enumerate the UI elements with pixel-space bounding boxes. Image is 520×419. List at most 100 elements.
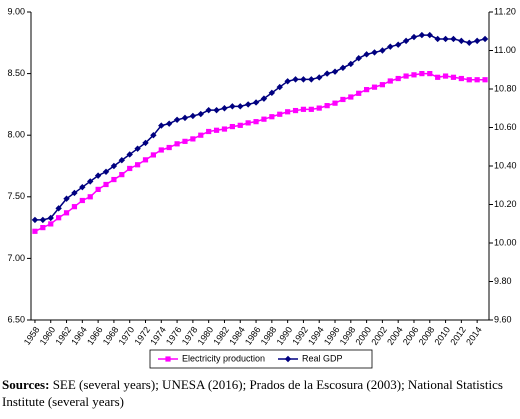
point	[410, 33, 418, 41]
x-tick-label: 1964	[69, 325, 89, 347]
y2-tick-label: 10.00	[494, 237, 517, 247]
point	[134, 145, 141, 152]
point	[340, 96, 346, 103]
point	[229, 123, 235, 130]
point	[458, 37, 465, 45]
point	[450, 35, 457, 43]
x-tick-label: 1992	[290, 325, 310, 347]
x-tick-label: 2014	[464, 325, 484, 347]
point	[56, 215, 62, 221]
legend-marker	[165, 356, 171, 362]
point	[300, 106, 307, 112]
y2-tick-label: 10.80	[494, 83, 517, 93]
point	[197, 110, 204, 118]
point	[71, 204, 78, 210]
legend-label: Real GDP	[302, 353, 343, 363]
point	[379, 82, 385, 88]
point	[71, 189, 78, 197]
point	[347, 60, 355, 68]
point	[402, 37, 410, 45]
x-tick-label: 1974	[148, 325, 168, 347]
point	[332, 100, 338, 106]
point	[285, 109, 291, 115]
x-tick-label: 1962	[53, 325, 73, 347]
point	[394, 41, 402, 48]
y2-tick-label: 10.40	[494, 160, 517, 170]
point	[94, 172, 102, 179]
y2-tick-label: 11.20	[494, 6, 516, 16]
x-tick-label: 1960	[38, 325, 58, 347]
point	[387, 43, 394, 50]
point	[150, 132, 157, 139]
y2-tick-label: 11.00	[494, 45, 516, 55]
point	[103, 181, 109, 188]
point	[403, 73, 409, 79]
point	[371, 84, 378, 90]
point	[419, 71, 425, 77]
point	[158, 122, 165, 129]
point	[158, 147, 164, 153]
y-tick-label: 7.50	[7, 191, 25, 201]
legend-label: Electricity production	[182, 353, 265, 363]
source-label: Sources:	[2, 377, 50, 392]
point	[245, 120, 251, 126]
x-tick-label: 2008	[417, 325, 437, 347]
point	[55, 205, 62, 212]
point	[118, 157, 126, 164]
point	[111, 176, 117, 183]
y2-tick-label: 10.20	[494, 199, 517, 209]
point	[474, 77, 480, 83]
point	[206, 128, 212, 135]
point	[364, 87, 370, 93]
point	[450, 74, 457, 80]
point	[481, 35, 489, 43]
point	[135, 162, 141, 168]
point	[466, 77, 472, 83]
point	[363, 51, 370, 58]
point	[418, 31, 426, 39]
point	[276, 83, 283, 91]
point	[237, 122, 243, 128]
point	[482, 77, 488, 83]
series-line	[34, 72, 486, 232]
x-tick-label: 1994	[306, 325, 326, 347]
point	[253, 119, 259, 125]
source-text: SEE (several years); UNESA (2016); Prado…	[2, 377, 503, 409]
x-tick-label: 1986	[243, 325, 263, 347]
x-tick-label: 1972	[132, 325, 152, 347]
point	[411, 72, 417, 78]
point	[371, 49, 378, 56]
point	[63, 210, 70, 216]
point	[165, 120, 173, 127]
source-note: Sources: SEE (several years); UNESA (201…	[2, 376, 518, 410]
point	[213, 127, 220, 133]
point	[190, 136, 196, 142]
point	[348, 94, 354, 100]
x-tick-label: 2000	[354, 325, 374, 347]
y2-tick-label: 10.60	[494, 122, 517, 132]
point	[442, 35, 449, 43]
x-tick-label: 1988	[259, 325, 279, 347]
point	[252, 99, 260, 106]
point	[40, 225, 46, 231]
point	[198, 132, 204, 138]
point	[292, 107, 299, 114]
point	[434, 35, 441, 43]
point	[268, 89, 276, 97]
point	[47, 214, 54, 222]
point	[229, 103, 236, 110]
chart: 6.50 7.00 7.50 8.00 8.50 9.00 9.60 9.80 10.00 10.…	[7, 6, 517, 369]
x-tick-label: 1966	[85, 325, 105, 347]
point	[395, 75, 401, 82]
point	[316, 74, 323, 81]
point	[182, 138, 188, 144]
y-tick-label: 7.00	[7, 253, 25, 263]
x-tick-label: 1978	[180, 325, 200, 347]
point	[221, 105, 228, 112]
y2-tick-label: 9.60	[494, 314, 512, 324]
point	[244, 101, 252, 108]
x-tick-label: 1990	[275, 325, 295, 347]
point	[213, 106, 220, 114]
point	[260, 95, 268, 102]
